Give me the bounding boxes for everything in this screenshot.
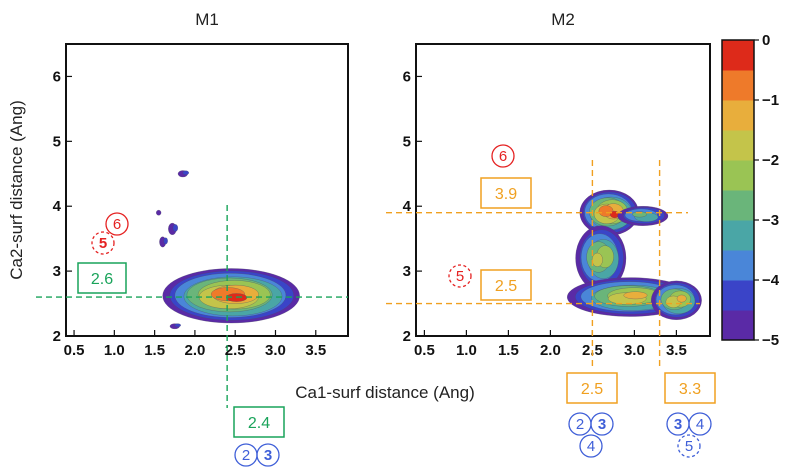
panel-title-m1: M1 [195, 10, 219, 29]
colorbar: 0 −1 −2 −3 −4 −5 [721, 32, 780, 349]
colorbar-swatch [722, 100, 754, 131]
colorbar-swatch [722, 310, 754, 341]
y-tick-label: 6 [403, 68, 411, 85]
marker-m2-blue-4 [579, 434, 603, 458]
x-tick-label: 2.5 [225, 342, 246, 359]
y-tick-label: 5 [403, 133, 411, 150]
marker-m2-blue-4b [688, 412, 712, 436]
x-tick-label: 1.0 [104, 342, 125, 359]
value-box-m2-x2-label: 3.3 [679, 381, 701, 398]
marker-m2-blue-4-label: 4 [587, 438, 595, 455]
y-tick-label: 4 [403, 198, 412, 215]
heat-region-m2-3-level-7 [676, 294, 687, 303]
value-box-m1-y-label: 2.6 [91, 271, 113, 288]
y-tick-label: 5 [53, 133, 61, 150]
marker-m2-blue-3b-label: 3 [674, 416, 682, 433]
marker-m1-blue-3 [256, 443, 280, 467]
marker-m2-red-5-label: 5 [456, 268, 464, 285]
heat-region-m2-4-level-4 [632, 211, 648, 218]
marker-m2-red-5 [448, 264, 472, 288]
colorbar-swatch [722, 160, 754, 191]
x-tick-label: 3.5 [666, 342, 687, 359]
marker-m2-blue-4b-label: 4 [696, 416, 704, 433]
colorbar-label: −5 [762, 332, 779, 349]
colorbar-swatch [722, 190, 754, 221]
colorbar-swatch [722, 220, 754, 251]
x-tick-label: 0.5 [64, 342, 85, 359]
colorbar-swatch [722, 250, 754, 281]
colorbar-label: −2 [762, 152, 779, 169]
marker-m2-blue-3-label: 3 [598, 416, 606, 433]
marker-m1-red-5-label: 5 [99, 235, 107, 252]
value-box-m1-x-label: 2.4 [248, 415, 270, 432]
x-tick-label: 2.0 [540, 342, 561, 359]
colorbar-frame [721, 39, 755, 341]
value-box-m2-x2 [664, 372, 716, 404]
marker-m2-red-6-label: 6 [499, 148, 507, 165]
marker-m1-red-6 [105, 212, 129, 236]
x-tick-label: 1.0 [456, 342, 477, 359]
x-tick-label: 1.5 [144, 342, 165, 359]
marker-m1-blue-2-label: 2 [242, 447, 250, 464]
y-tick-label: 2 [403, 328, 411, 345]
plot-frame-m2 [415, 43, 711, 337]
heat-region-m1-1-level-1 [182, 170, 190, 176]
value-box-m2-y1 [480, 177, 532, 209]
colorbar-swatch [722, 130, 754, 161]
x-tick-label: 1.5 [498, 342, 519, 359]
panel-m2: 0.5 1.0 1.5 2.0 2.5 3.0 3.5 2 3 4 5 6 [403, 43, 711, 359]
heatmap-m2 [566, 189, 702, 321]
heat-region-m1-2-level-1 [172, 224, 179, 232]
value-box-m2-x1-label: 2.5 [581, 381, 603, 398]
value-box-m1-x [233, 406, 285, 438]
value-box-m2-y1-label: 3.9 [495, 186, 517, 203]
heat-region-m1-5-level-1 [174, 323, 181, 328]
y-tick-label: 3 [403, 263, 411, 280]
x-axis-label: Ca1-surf distance (Ang) [295, 383, 475, 402]
marker-m1-red-5 [91, 231, 115, 255]
plot-frame-m1 [65, 43, 349, 337]
heat-region-m1-3-level-1 [163, 237, 168, 245]
colorbar-swatch [722, 70, 754, 101]
x-tick-label: 3.5 [305, 342, 326, 359]
marker-m1-blue-3-label: 3 [264, 447, 272, 464]
marker-m2-blue-5-label: 5 [685, 438, 693, 455]
x-tick-label: 0.5 [414, 342, 435, 359]
heat-region-m2-1-level-6 [591, 252, 603, 267]
value-box-m1-y [77, 262, 127, 294]
marker-m2-blue-2-label: 2 [576, 416, 584, 433]
y-tick-label: 6 [53, 68, 61, 85]
y-tick-label: 4 [53, 198, 62, 215]
panel-title-m2: M2 [551, 10, 575, 29]
heatmap-m1 [155, 170, 300, 330]
y-tick-label: 2 [53, 328, 61, 345]
x-tick-label: 3.0 [265, 342, 286, 359]
marker-m2-blue-5 [677, 434, 701, 458]
colorbar-label: −3 [762, 212, 779, 229]
ticks-m2: 0.5 1.0 1.5 2.0 2.5 3.0 3.5 2 3 4 5 6 [403, 68, 687, 359]
y-tick-label: 3 [53, 263, 61, 280]
marker-m2-blue-3 [590, 412, 614, 436]
heat-region-m2-2-level-7 [623, 291, 648, 300]
colorbar-label: 0 [762, 32, 770, 49]
x-tick-label: 2.0 [184, 342, 205, 359]
colorbar-label: −1 [762, 92, 779, 109]
y-axis-label: Ca2-surf distance (Ang) [7, 100, 26, 280]
colorbar-swatch [722, 40, 754, 71]
value-box-m2-y2-label: 2.5 [495, 278, 517, 295]
heat-region-m1-4-level-0 [155, 209, 162, 216]
colorbar-label: −4 [762, 272, 780, 289]
value-box-m2-x1 [566, 372, 618, 404]
value-box-m2-y2 [480, 269, 532, 301]
marker-m2-red-6 [491, 144, 515, 168]
marker-m1-red-6-label: 6 [113, 216, 121, 233]
x-tick-label: 3.0 [624, 342, 645, 359]
colorbar-swatch [722, 280, 754, 311]
